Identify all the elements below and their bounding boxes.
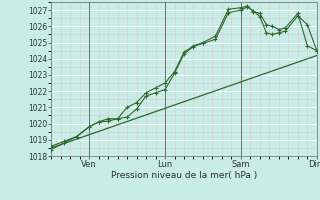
X-axis label: Pression niveau de la mer( hPa ): Pression niveau de la mer( hPa ) xyxy=(111,171,257,180)
